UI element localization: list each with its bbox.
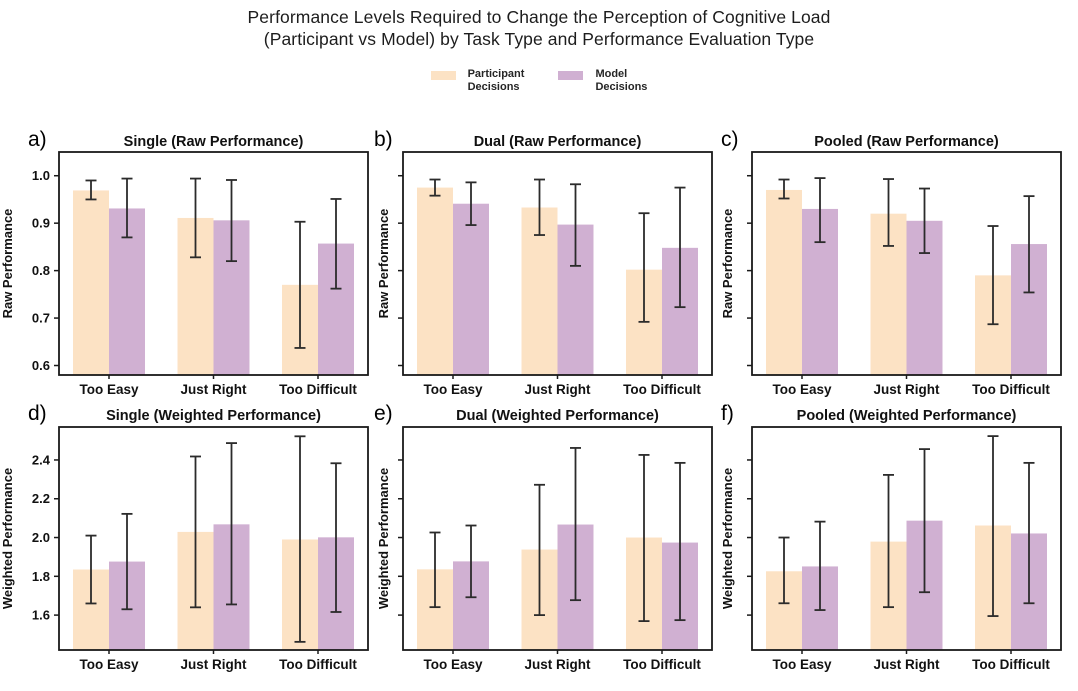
y-axis-label: Raw Performance [720, 209, 735, 319]
y-axis-label: Weighted Performance [0, 468, 15, 609]
figure-title-line1: Performance Levels Required to Change th… [247, 7, 831, 27]
panel-letter: a) [28, 128, 47, 151]
legend-label-line: Model [595, 68, 628, 80]
legend-item-participant: Participant Decisions [430, 68, 525, 94]
axes-frame [58, 426, 369, 651]
panel-dual-weighted: e) Dual (Weighted Performance) Too Easy J… [360, 400, 740, 678]
panel-letter: c) [721, 128, 739, 151]
x-tick-label: Just Right [874, 657, 941, 672]
y-axis-label: Weighted Performance [720, 468, 735, 609]
bar-participant-0 [417, 187, 453, 375]
axes-frame [402, 151, 713, 376]
panel-pooled-raw: c) Pooled (Raw Performance) Too Easy Just… [712, 126, 1078, 404]
figure-title-line2: (Participant vs Model) by Task Type and … [263, 29, 815, 49]
x-tick-label: Too Difficult [279, 382, 357, 397]
x-tick-label: Too Easy [772, 657, 832, 672]
x-tick-label: Too Easy [423, 382, 483, 397]
axes-frame [751, 426, 1062, 651]
y-tick-label: 0.7 [32, 311, 50, 326]
y-axis-label: Weighted Performance [376, 468, 391, 609]
legend-label-line: Decisions [467, 81, 520, 93]
x-tick-label: Just Right [525, 382, 592, 397]
legend-item-model: Model Decisions [558, 68, 647, 94]
plot-single-weighted: 2.4 2.2 2.0 1.8 1.6 Too Easy Just Right Too Dif… [0, 426, 369, 672]
legend-label-line: Participant [467, 68, 525, 80]
y-tick-label: 1.8 [32, 569, 50, 584]
bar-model-0 [453, 203, 489, 375]
panel-pooled-weighted: f) Pooled (Weighted Performance) Too Eas… [712, 400, 1078, 678]
y-tick-label: 0.6 [32, 358, 50, 373]
plot-dual-raw: Too Easy Just Right Too Difficult Raw Perfo… [376, 151, 713, 397]
x-tick-label: Too Easy [79, 382, 139, 397]
legend-label-model: Model Decisions [595, 68, 647, 94]
panel-letter: f) [721, 402, 734, 425]
plot-pooled-raw: Too Easy Just Right Too Difficult Raw Perfo… [720, 151, 1062, 397]
y-tick-label: 1.6 [32, 608, 50, 623]
y-tick-label: 2.4 [32, 452, 51, 467]
x-tick-label: Too Difficult [972, 382, 1050, 397]
x-tick-label: Just Right [181, 657, 248, 672]
panel-title: Single (Weighted Performance) [106, 408, 321, 424]
panel-title: Pooled (Raw Performance) [814, 134, 999, 150]
x-tick-label: Too Easy [423, 657, 483, 672]
panel-letter: e) [374, 402, 393, 425]
y-axis-label: Raw Performance [376, 209, 391, 319]
model-swatch [558, 71, 584, 80]
panel-single-weighted: d) Single (Weighted Performance) 2.4 2.2 2… [0, 400, 380, 678]
panel-title: Dual (Weighted Performance) [456, 408, 659, 424]
bar-participant-0 [766, 189, 802, 375]
plot-pooled-weighted: Too Easy Just Right Too Difficult Weighted … [720, 426, 1062, 672]
y-tick-label: 2.2 [32, 491, 50, 506]
x-tick-label: Just Right [525, 657, 592, 672]
panel-letter: b) [374, 128, 393, 151]
axes-frame [751, 151, 1062, 376]
panel-letter: d) [28, 402, 47, 425]
plot-single-raw: 1.0 0.9 0.8 0.7 0.6 Too Easy Just Right Too Dif… [0, 151, 369, 397]
x-tick-label: Too Difficult [623, 382, 701, 397]
panel-single-raw: a) Single (Raw Performance) 1.0 0.9 0.8 0.7… [0, 126, 380, 404]
figure-title: Performance Levels Required to Change th… [0, 6, 1078, 50]
x-tick-label: Just Right [874, 382, 941, 397]
panel-title: Single (Raw Performance) [123, 134, 304, 150]
x-tick-label: Too Difficult [623, 657, 701, 672]
y-tick-label: 1.0 [32, 168, 50, 183]
axes-frame [58, 151, 369, 376]
x-tick-label: Too Easy [79, 657, 139, 672]
y-tick-label: 0.8 [32, 263, 50, 278]
x-tick-label: Just Right [181, 382, 248, 397]
x-tick-label: Too Easy [772, 382, 832, 397]
axes-frame [402, 426, 713, 651]
legend-label-participant: Participant Decisions [468, 68, 525, 94]
legend-label-line: Decisions [595, 81, 648, 93]
participant-swatch [430, 71, 456, 80]
panel-title: Pooled (Weighted Performance) [796, 408, 1017, 424]
legend: Participant Decisions Model Decisions [0, 68, 1078, 94]
plot-dual-weighted: Too Easy Just Right Too Difficult Weighted … [376, 426, 713, 672]
x-tick-label: Too Difficult [279, 657, 357, 672]
panel-dual-raw: b) Dual (Raw Performance) Too Easy Just R… [360, 126, 740, 404]
y-tick-label: 2.0 [32, 530, 50, 545]
y-axis-label: Raw Performance [0, 209, 15, 319]
panel-title: Dual (Raw Performance) [473, 134, 642, 150]
x-tick-label: Too Difficult [972, 657, 1050, 672]
bar-participant-0 [73, 190, 109, 375]
y-tick-label: 0.9 [32, 216, 50, 231]
